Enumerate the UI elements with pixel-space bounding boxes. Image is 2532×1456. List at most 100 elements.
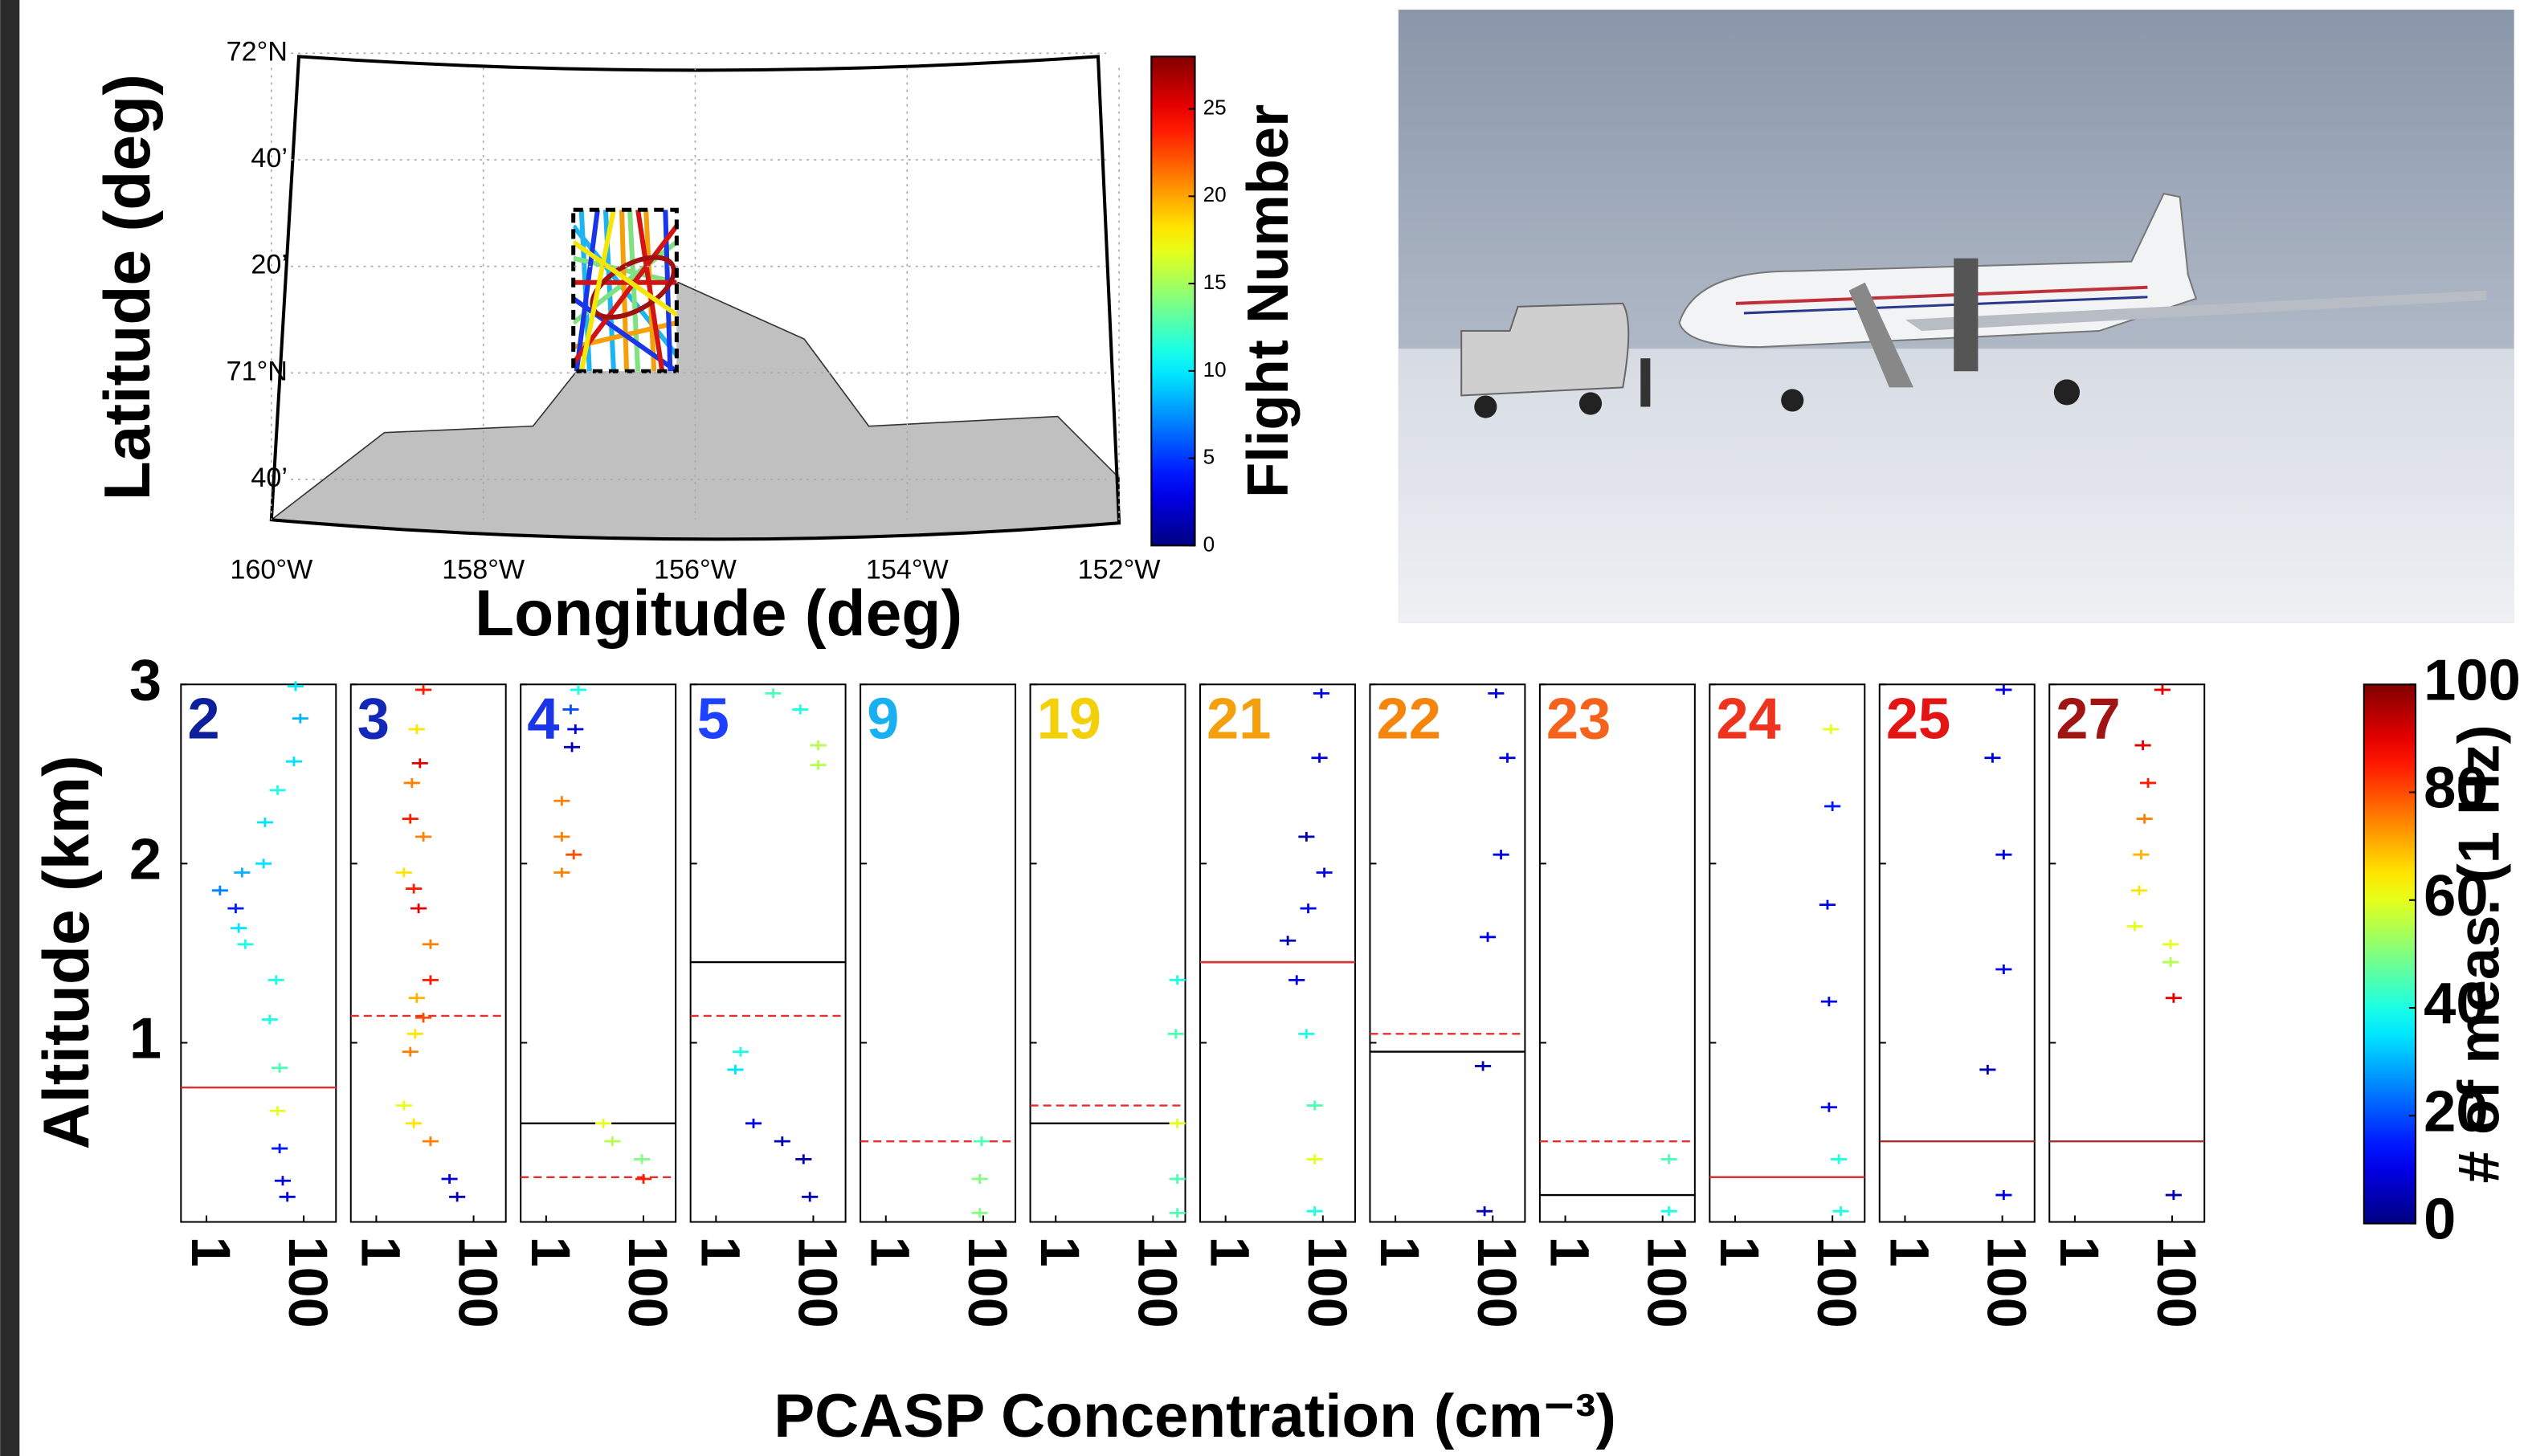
y-tick-label: 71°N (227, 356, 288, 386)
profile-point (1476, 1206, 1493, 1217)
profile-point (765, 688, 782, 699)
profile-point (272, 1062, 288, 1073)
x-tick-label: 1 (1199, 1237, 1260, 1267)
profile-point (1499, 752, 1516, 763)
profile-point (810, 760, 827, 770)
x-axis-label: PCASP Concentration (cm⁻³) (774, 1382, 1616, 1450)
profile-point (2134, 740, 2151, 751)
panel-title: 21 (1207, 687, 1271, 752)
x-tick-label: 100 (1806, 1237, 1867, 1328)
profile-point (272, 1144, 288, 1154)
x-tick-label: 100 (957, 1237, 1018, 1328)
profile-point (2126, 921, 2143, 932)
person (1640, 358, 1651, 407)
x-tick-label: 1 (1878, 1237, 1939, 1267)
x-tick-label: 154°W (866, 555, 950, 585)
y-tick-label: 40’ (251, 143, 288, 173)
colorbar-tick-label: 0 (1203, 532, 1215, 556)
plane-stairs (1848, 282, 1914, 388)
panel-frame (520, 683, 677, 1223)
profile-point (1169, 1208, 1186, 1218)
colorbar-tick-label: 20 (2424, 1079, 2488, 1144)
x-tick-label: 1 (2048, 1237, 2109, 1267)
profile-point (732, 1046, 749, 1057)
profile-point (1984, 752, 2001, 763)
profile-point (1995, 964, 2012, 975)
profile-point (234, 867, 251, 878)
profile-point (255, 859, 272, 869)
colorbar-tick-label: 60 (2424, 864, 2488, 928)
profile-point (1493, 850, 1509, 860)
colorbar-label: # of meas. (1 Hz) (2448, 724, 2512, 1183)
profile-point (2133, 850, 2150, 860)
y-axis-label: Latitude (deg) (92, 74, 164, 500)
profile-point (274, 1176, 292, 1186)
profile-point (595, 1118, 612, 1128)
profile-point (1660, 1154, 1677, 1164)
plane-stripe (1735, 285, 2148, 305)
plane-wheel (2053, 379, 2081, 406)
profile-point (635, 1173, 652, 1185)
profile-point (1820, 1102, 1837, 1112)
y-tick-label: 3 (129, 648, 161, 712)
x-tick-label: 152°W (1078, 555, 1162, 585)
profile-point (2140, 777, 2157, 788)
y-tick-label: 20’ (251, 250, 288, 280)
x-tick-label: 100 (1126, 1237, 1187, 1328)
profile-point (1995, 684, 2012, 695)
y-axis-label: Altitude (km) (31, 755, 103, 1149)
panel-title: 19 (1037, 687, 1101, 752)
x-tick-label: 100 (1636, 1237, 1697, 1328)
profile-point (408, 724, 425, 735)
profile-point (415, 1013, 432, 1023)
plane-stripe (1743, 296, 2148, 315)
profile-point (1995, 850, 2012, 860)
track (573, 210, 677, 372)
profile-point (564, 742, 581, 752)
profile-point (1832, 1206, 1849, 1217)
profile-point (2165, 993, 2182, 1003)
panel-title: 24 (1716, 687, 1780, 752)
x-tick-label: 100 (447, 1237, 508, 1328)
plane-wheel (1781, 389, 1804, 412)
profile-point (261, 1014, 278, 1025)
profile-point (1169, 1173, 1186, 1185)
profile-point (1819, 899, 1836, 910)
profile-point (1169, 975, 1186, 985)
profile-point (237, 939, 254, 949)
y-tick-label: 72°N (227, 36, 288, 67)
profile-point (1660, 1206, 1677, 1217)
panel-title: 2 (187, 687, 219, 752)
profile-point (279, 1192, 296, 1202)
x-tick-label: 1 (1369, 1237, 1430, 1267)
x-tick-label: 100 (2146, 1237, 2207, 1328)
x-axis-label: Longitude (deg) (475, 577, 962, 650)
track (573, 210, 677, 372)
profile-point (1316, 867, 1333, 878)
profile-point (211, 885, 228, 895)
colorbar-tick-label: 20 (1203, 182, 1227, 206)
panel-title: 22 (1376, 687, 1440, 752)
profile-point (285, 757, 303, 767)
profile-point (795, 1154, 812, 1164)
profile-point (1167, 1029, 1184, 1039)
panel-frame (1369, 683, 1526, 1223)
profile-point (227, 903, 244, 914)
panel-frame (1709, 683, 1866, 1223)
profile-point (287, 681, 304, 691)
colorbar (1150, 55, 1196, 547)
profile-point (231, 923, 247, 933)
profile-point (403, 777, 420, 788)
profile-point (553, 796, 570, 806)
x-tick-label: 100 (786, 1237, 847, 1328)
panel-frame (860, 683, 1017, 1223)
x-tick-label: 158°W (442, 555, 525, 585)
x-tick-label: 160°W (230, 555, 313, 585)
profile-point (1313, 688, 1329, 699)
profile-point (562, 704, 579, 715)
panel-frame (180, 683, 337, 1223)
x-tick-label: 1 (520, 1237, 581, 1267)
side-bar (0, 0, 20, 1456)
profile-point (411, 758, 428, 769)
